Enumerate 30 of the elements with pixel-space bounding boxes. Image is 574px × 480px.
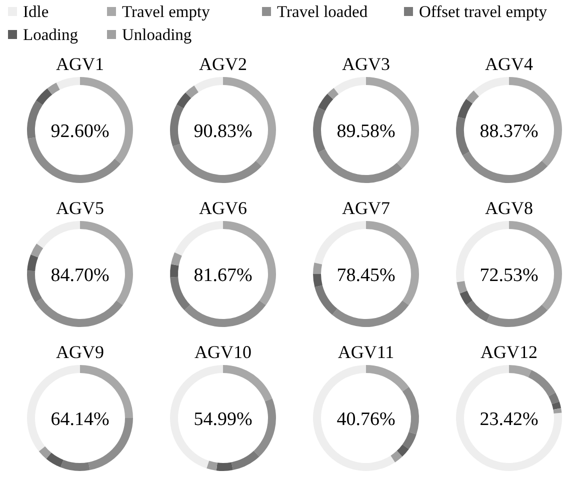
legend-label: Unloading (122, 25, 192, 44)
legend-label: Offset travel empty (419, 2, 548, 21)
text: 81.67% (194, 265, 252, 286)
chart-title: AGV5 (56, 198, 104, 218)
text: 64.14% (50, 409, 110, 430)
legend-label: Idle (23, 2, 49, 21)
legend-label: Travel empty (122, 2, 211, 21)
chart-title: AGV2 (199, 54, 247, 74)
text: AGV1 (56, 54, 104, 74)
chart-title: AGV9 (56, 342, 104, 362)
legend-label: Loading (23, 25, 78, 44)
legend-label: Travel loaded (277, 2, 368, 21)
chart-title: AGV6 (199, 198, 247, 218)
text: 92.60% (50, 121, 110, 142)
text: 78.45% (336, 265, 396, 286)
chart-title: AGV4 (485, 54, 533, 74)
chart-title: AGV7 (342, 198, 390, 218)
text: 90.83% (194, 121, 252, 142)
text: 23.42% (480, 409, 538, 430)
chart-title: AGV3 (342, 54, 390, 74)
chart-title: AGV12 (480, 342, 538, 362)
text: 89.58% (336, 121, 396, 142)
text: 88.37% (480, 121, 538, 142)
chart-title: AGV11 (338, 342, 394, 362)
text: 84.70% (50, 265, 110, 286)
chart-title: AGV10 (194, 342, 252, 362)
text: 72.53% (480, 265, 538, 286)
chart-title: AGV8 (485, 198, 533, 218)
text: 54.99% (194, 409, 252, 430)
text: 40.76% (336, 409, 396, 430)
